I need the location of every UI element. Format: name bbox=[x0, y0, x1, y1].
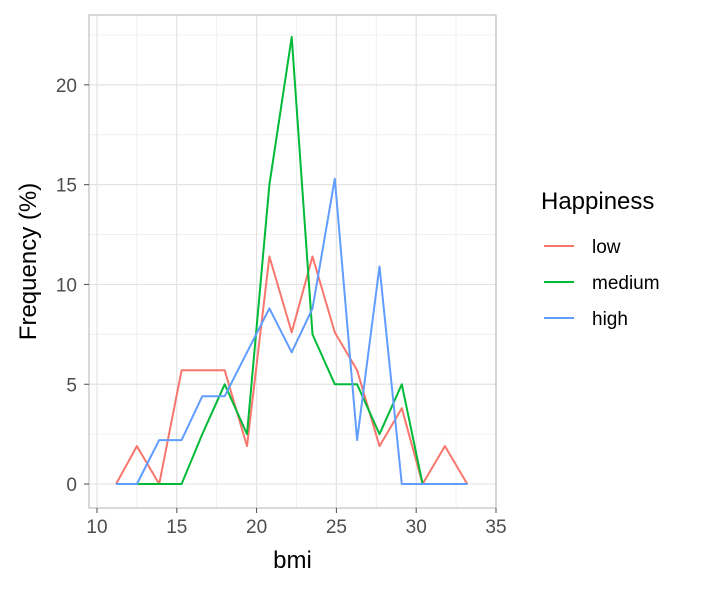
legend-label-low: low bbox=[592, 237, 621, 258]
panel-border bbox=[88, 14, 497, 509]
y-tick-label: 10 bbox=[56, 275, 77, 296]
axes: 10 15 20 25 30 35 0 5 10 15 20 bbox=[56, 76, 507, 538]
series-line-high bbox=[116, 177, 468, 485]
y-tick-label: 5 bbox=[66, 375, 77, 396]
legend-label-medium: medium bbox=[592, 273, 660, 294]
series-line-medium bbox=[116, 36, 468, 485]
legend-label-high: high bbox=[592, 309, 628, 330]
series-line-low bbox=[115, 255, 469, 485]
y-tick-label: 20 bbox=[56, 76, 77, 97]
legend: Happiness low medium high bbox=[541, 188, 660, 330]
x-tick-label: 10 bbox=[86, 517, 107, 538]
y-tick-label: 15 bbox=[56, 176, 77, 197]
x-tick-label: 15 bbox=[166, 517, 187, 538]
x-axis-title: bmi bbox=[273, 547, 312, 574]
y-axis-title: Frequency (%) bbox=[15, 183, 42, 340]
legend-title: Happiness bbox=[541, 188, 654, 215]
series-lines bbox=[115, 36, 469, 485]
x-tick-label: 35 bbox=[485, 517, 506, 538]
x-tick-label: 25 bbox=[326, 517, 347, 538]
grid bbox=[89, 15, 497, 508]
legend-items: low medium high bbox=[544, 237, 660, 330]
y-tick-label: 0 bbox=[66, 475, 77, 496]
x-tick-label: 30 bbox=[406, 517, 427, 538]
x-tick-label: 20 bbox=[246, 517, 267, 538]
